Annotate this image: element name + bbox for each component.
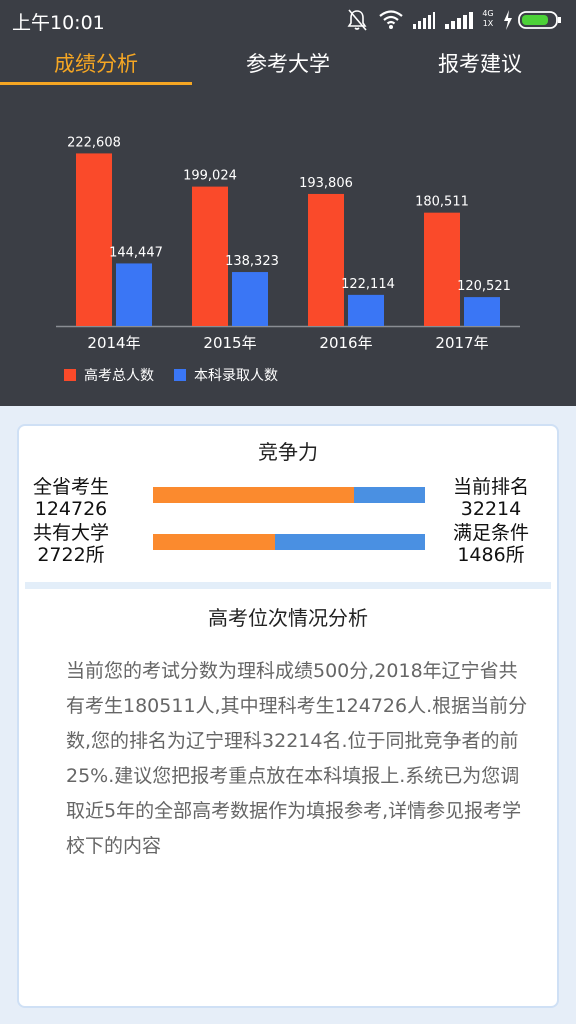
bar-total-1 xyxy=(192,186,228,326)
enrollment-bar-chart: 222,608 144,447 2014年 199,024 138,323 2015年 19… xyxy=(56,135,520,352)
x-tick-label-1: 2015年 xyxy=(203,334,256,352)
x-tick-label-3: 2017年 xyxy=(435,334,488,352)
status-icons: 4G 1X xyxy=(346,8,566,32)
data-label-total-2: 193,806 xyxy=(299,176,353,191)
battery-icon xyxy=(518,8,562,36)
x-tick-label-2: 2016年 xyxy=(319,334,372,352)
data-label-total-1: 199,024 xyxy=(183,169,237,184)
network-type-label: 4G 1X xyxy=(482,9,494,28)
legend-swatch-total xyxy=(64,369,76,381)
stat-province-examinees: 全省考生 124726 xyxy=(21,476,121,520)
stat-label: 全省考生 xyxy=(32,476,109,498)
signal-icon xyxy=(444,8,476,36)
stat-current-rank: 当前排名 32214 xyxy=(441,476,541,520)
tab-score-analysis[interactable]: 成绩分析 xyxy=(0,44,192,86)
competitiveness-bar-rank xyxy=(153,487,425,503)
analysis-text: 当前您的考试分数为理科成绩500分,2018年辽宁省共有考生180511人,其中… xyxy=(66,660,528,857)
tab-label: 参考大学 xyxy=(246,52,330,76)
data-label-total-0: 222,608 xyxy=(67,135,121,150)
legend-swatch-undergrad xyxy=(174,369,186,381)
legend-label-total: 高考总人数 xyxy=(84,368,154,384)
analysis-card: 竞争力 全省考生 124726 当前排名 32214 共有大学 2722所 满足… xyxy=(17,424,559,1008)
legend-label-undergrad: 本科录取人数 xyxy=(194,368,278,384)
tab-bar: 成绩分析 参考大学 报考建议 xyxy=(0,44,576,88)
tab-reference-universities[interactable]: 参考大学 xyxy=(192,44,384,86)
stat-eligible-universities: 满足条件 1486所 xyxy=(441,522,541,566)
bar-total-2 xyxy=(308,193,344,326)
data-label-undergrad-2: 122,114 xyxy=(341,277,395,292)
stat-value: 124726 xyxy=(34,498,108,520)
stat-label: 满足条件 xyxy=(452,522,529,544)
bar-total-0 xyxy=(76,153,112,326)
stat-value: 32214 xyxy=(460,498,522,520)
stat-total-universities: 共有大学 2722所 xyxy=(21,522,121,566)
legend-item-undergrad: 本科录取人数 xyxy=(174,364,304,386)
header-panel: 上午10:01 xyxy=(0,0,576,406)
stat-label: 共有大学 xyxy=(32,522,109,544)
tab-application-advice[interactable]: 报考建议 xyxy=(384,44,576,86)
bar-total-3 xyxy=(424,212,460,326)
tab-label: 成绩分析 xyxy=(54,52,138,76)
legend-item-total: 高考总人数 xyxy=(64,364,174,386)
active-tab-indicator xyxy=(0,82,192,85)
bar-undergrad-1 xyxy=(232,272,268,326)
section-divider xyxy=(25,582,551,589)
wifi-icon xyxy=(378,8,404,36)
signal-icon xyxy=(412,8,436,36)
data-label-undergrad-1: 138,323 xyxy=(225,254,279,269)
competitiveness-title: 竞争力 xyxy=(258,440,318,464)
status-time: 上午10:01 xyxy=(12,12,105,34)
bell-muted-icon xyxy=(346,8,368,36)
tab-label: 报考建议 xyxy=(438,52,522,76)
stat-value: 2722所 xyxy=(37,544,105,566)
competitiveness-bar-universities xyxy=(153,534,425,550)
data-label-undergrad-3: 120,521 xyxy=(457,279,511,294)
charging-icon xyxy=(502,8,514,36)
stat-label: 当前排名 xyxy=(452,476,529,498)
bar-fill-rank xyxy=(153,487,355,503)
data-label-total-3: 180,511 xyxy=(415,195,469,210)
x-tick-label-0: 2014年 xyxy=(87,334,140,352)
bar-undergrad-3 xyxy=(464,297,500,326)
bar-undergrad-2 xyxy=(348,294,384,326)
bar-undergrad-0 xyxy=(116,263,152,326)
analysis-title: 高考位次情况分析 xyxy=(208,606,368,630)
data-label-undergrad-0: 144,447 xyxy=(109,245,163,260)
status-bar: 上午10:01 xyxy=(0,0,576,40)
bar-fill-universities xyxy=(153,534,276,550)
stat-value: 1486所 xyxy=(457,544,525,566)
